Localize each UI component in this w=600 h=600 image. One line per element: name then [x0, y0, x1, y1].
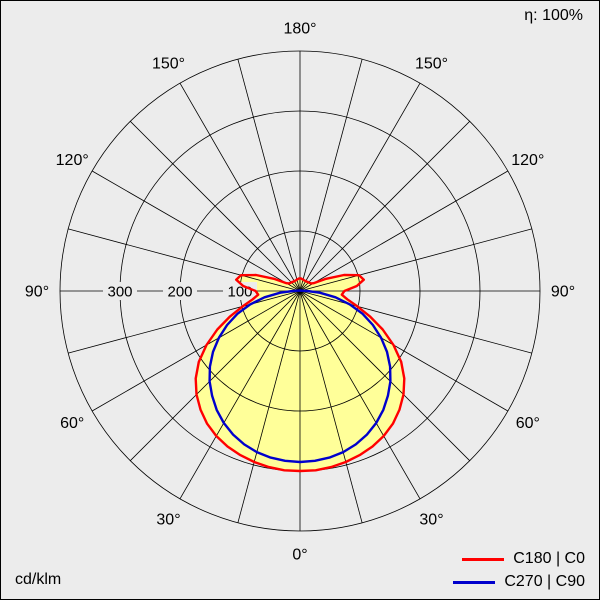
angle-label: 30° [419, 511, 443, 528]
unit-label: cd/klm [15, 571, 62, 588]
radial-tick-bg [103, 282, 137, 300]
radial-tick-label: 300 [107, 284, 132, 301]
angle-label: 120° [56, 152, 89, 169]
legend: C180 | C0 C270 | C90 [453, 550, 585, 591]
efficiency-label: η: 100% [524, 7, 583, 24]
legend-label-c0: C180 | C0 [513, 550, 585, 567]
legend-item-c90: C270 | C90 [453, 573, 585, 591]
angle-label: 0° [292, 547, 307, 564]
radial-tick-bg [223, 282, 257, 300]
radial-tick-label: 100 [227, 284, 252, 301]
legend-item-c0: C180 | C0 [453, 550, 585, 568]
angle-label: 90° [551, 284, 575, 301]
legend-label-c90: C270 | C90 [504, 573, 585, 590]
legend-line-blue [453, 580, 496, 584]
curve-c180-c0 [194, 273, 406, 473]
radial-tick-bg [163, 282, 197, 300]
angle-label: 90° [25, 284, 49, 301]
angle-label: 30° [156, 511, 180, 528]
angle-label: 120° [511, 152, 544, 169]
angle-label: 150° [152, 56, 185, 73]
angle-label: 180° [283, 21, 316, 38]
angle-label: 150° [415, 56, 448, 73]
radial-tick-label: 200 [167, 284, 192, 301]
polar-grid [59, 50, 541, 532]
angle-label: 60° [516, 415, 540, 432]
curve-c270-c90 [208, 289, 392, 464]
angle-label: 60° [60, 415, 84, 432]
legend-line-red [462, 557, 505, 561]
